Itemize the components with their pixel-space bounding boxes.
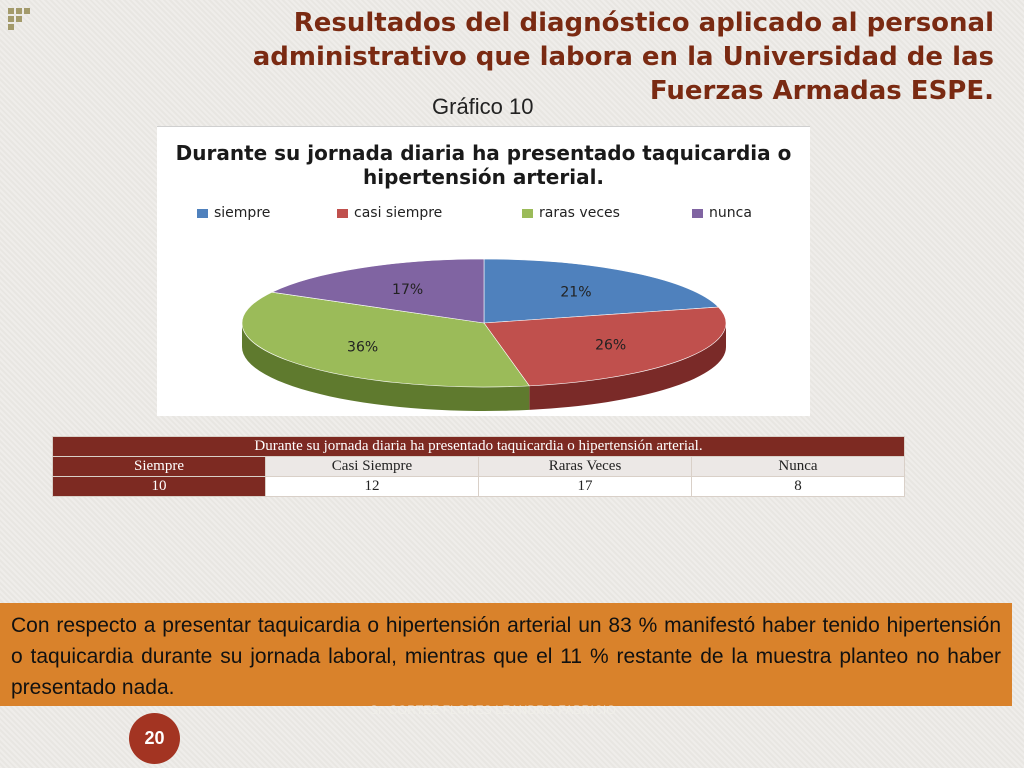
footer-author: Sr. CORTEZ FLORES LEANDRO FABRICIO — [370, 703, 616, 717]
table-cell: 10 — [52, 476, 266, 497]
legend-swatch-casi-siempre — [337, 208, 348, 218]
data-table: Durante su jornada diaria ha presentado … — [52, 436, 905, 497]
legend-item-siempre: siempre — [197, 205, 270, 221]
pie-label-casi-siempre: 26% — [595, 337, 626, 353]
pie-slice-nunca — [270, 258, 485, 324]
pie-chart: Durante su jornada diaria ha presentado … — [157, 126, 810, 416]
table-cell: 17 — [478, 476, 692, 497]
legend-label: raras veces — [539, 205, 620, 221]
chart-title: Durante su jornada diaria ha presentado … — [175, 141, 792, 189]
table-header-row: Siempre Casi Siempre Raras Veces Nunca — [52, 456, 905, 477]
table-title-row: Durante su jornada diaria ha presentado … — [52, 436, 905, 457]
table-cell: 8 — [691, 476, 905, 497]
table-header-cell: Siempre — [52, 456, 266, 477]
pie-slice-raras-veces — [241, 291, 530, 388]
pie-label-nunca: 17% — [392, 282, 423, 298]
conclusion-text: Con respecto a presentar taquicardia o h… — [0, 603, 1012, 706]
table-header-cell: Raras Veces — [478, 456, 692, 477]
pie-side-casi-siempre — [529, 323, 726, 410]
legend-swatch-raras-veces — [522, 208, 533, 218]
legend-label: nunca — [709, 205, 752, 221]
table-header-cell: Nunca — [691, 456, 905, 477]
legend-label: casi siempre — [354, 205, 443, 221]
legend-swatch-siempre — [197, 208, 208, 218]
pie-label-raras-veces: 36% — [347, 339, 378, 355]
legend-item-raras-veces: raras veces — [522, 205, 620, 221]
legend-item-casi-siempre: casi siempre — [337, 205, 442, 221]
pie-label-siempre: 21% — [560, 285, 591, 301]
legend-swatch-nunca — [692, 208, 703, 218]
pie-svg: 21% 26% 36% 17% — [241, 258, 727, 412]
table-cell: 12 — [265, 476, 479, 497]
table-header-cell: Casi Siempre — [265, 456, 479, 477]
table-row: 10 12 17 8 — [52, 476, 905, 497]
page-number-badge: 20 — [129, 713, 180, 764]
pie-slice-siempre — [483, 258, 720, 324]
table-title: Durante su jornada diaria ha presentado … — [52, 436, 905, 457]
chart-legend: siempre casi siempre raras veces nunca — [197, 205, 797, 223]
pie-side-raras-veces — [242, 323, 530, 412]
pie-slice-casi-siempre — [483, 306, 727, 387]
corner-decoration-icon — [8, 8, 40, 40]
legend-item-nunca: nunca — [692, 205, 752, 221]
chart-caption: Gráfico 10 — [432, 94, 534, 119]
legend-label: siempre — [214, 205, 271, 221]
slide-title: Resultados del diagnóstico aplicado al p… — [252, 8, 994, 106]
